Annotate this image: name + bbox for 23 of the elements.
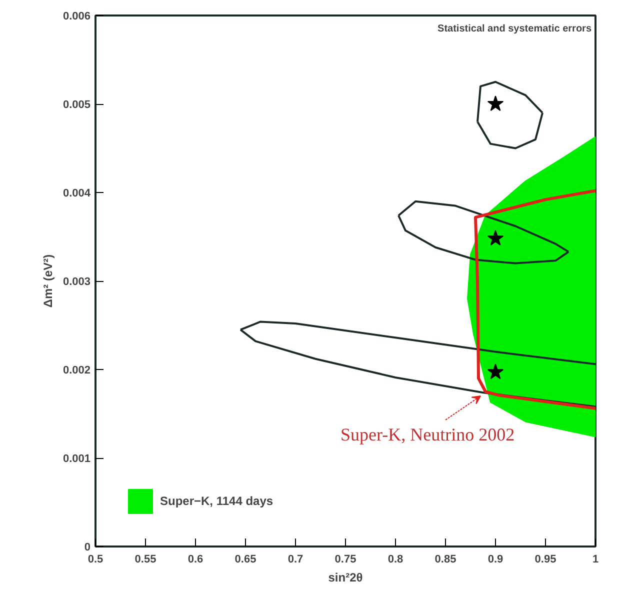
y-tick-label: 0.006	[62, 10, 91, 22]
x-tick-label: 0.65	[234, 554, 256, 566]
x-tick-label: 0.9	[488, 554, 504, 566]
x-tick-label: 0.7	[288, 554, 304, 566]
x-tick-label: 0.6	[188, 554, 204, 566]
y-axis-title: Δm² (eV²)	[40, 254, 55, 308]
x-tick-label: 0.5	[88, 554, 104, 566]
y-tick-label: 0.002	[62, 364, 91, 376]
y-tick-label: 0.001	[62, 453, 91, 465]
annotation: Statistical and systematic errors	[438, 24, 592, 34]
legend-label: Super−K, 1144 days	[160, 494, 274, 508]
y-tick-label: 0.004	[62, 188, 92, 200]
y-tick-label: 0	[84, 542, 91, 554]
annotation: Super-K, Neutrino 2002	[340, 424, 515, 445]
y-tick-label: 0.005	[62, 99, 91, 111]
x-tick-label: 0.95	[534, 554, 556, 566]
x-tick-label: 0.8	[388, 554, 404, 566]
x-tick-label: 0.55	[134, 554, 156, 566]
x-tick-label: 1	[592, 554, 599, 566]
x-tick-label: 0.75	[334, 554, 356, 566]
y-tick-label: 0.003	[62, 276, 91, 288]
x-axis-title: sin²2θ	[328, 570, 363, 584]
x-tick-label: 0.85	[434, 554, 456, 566]
